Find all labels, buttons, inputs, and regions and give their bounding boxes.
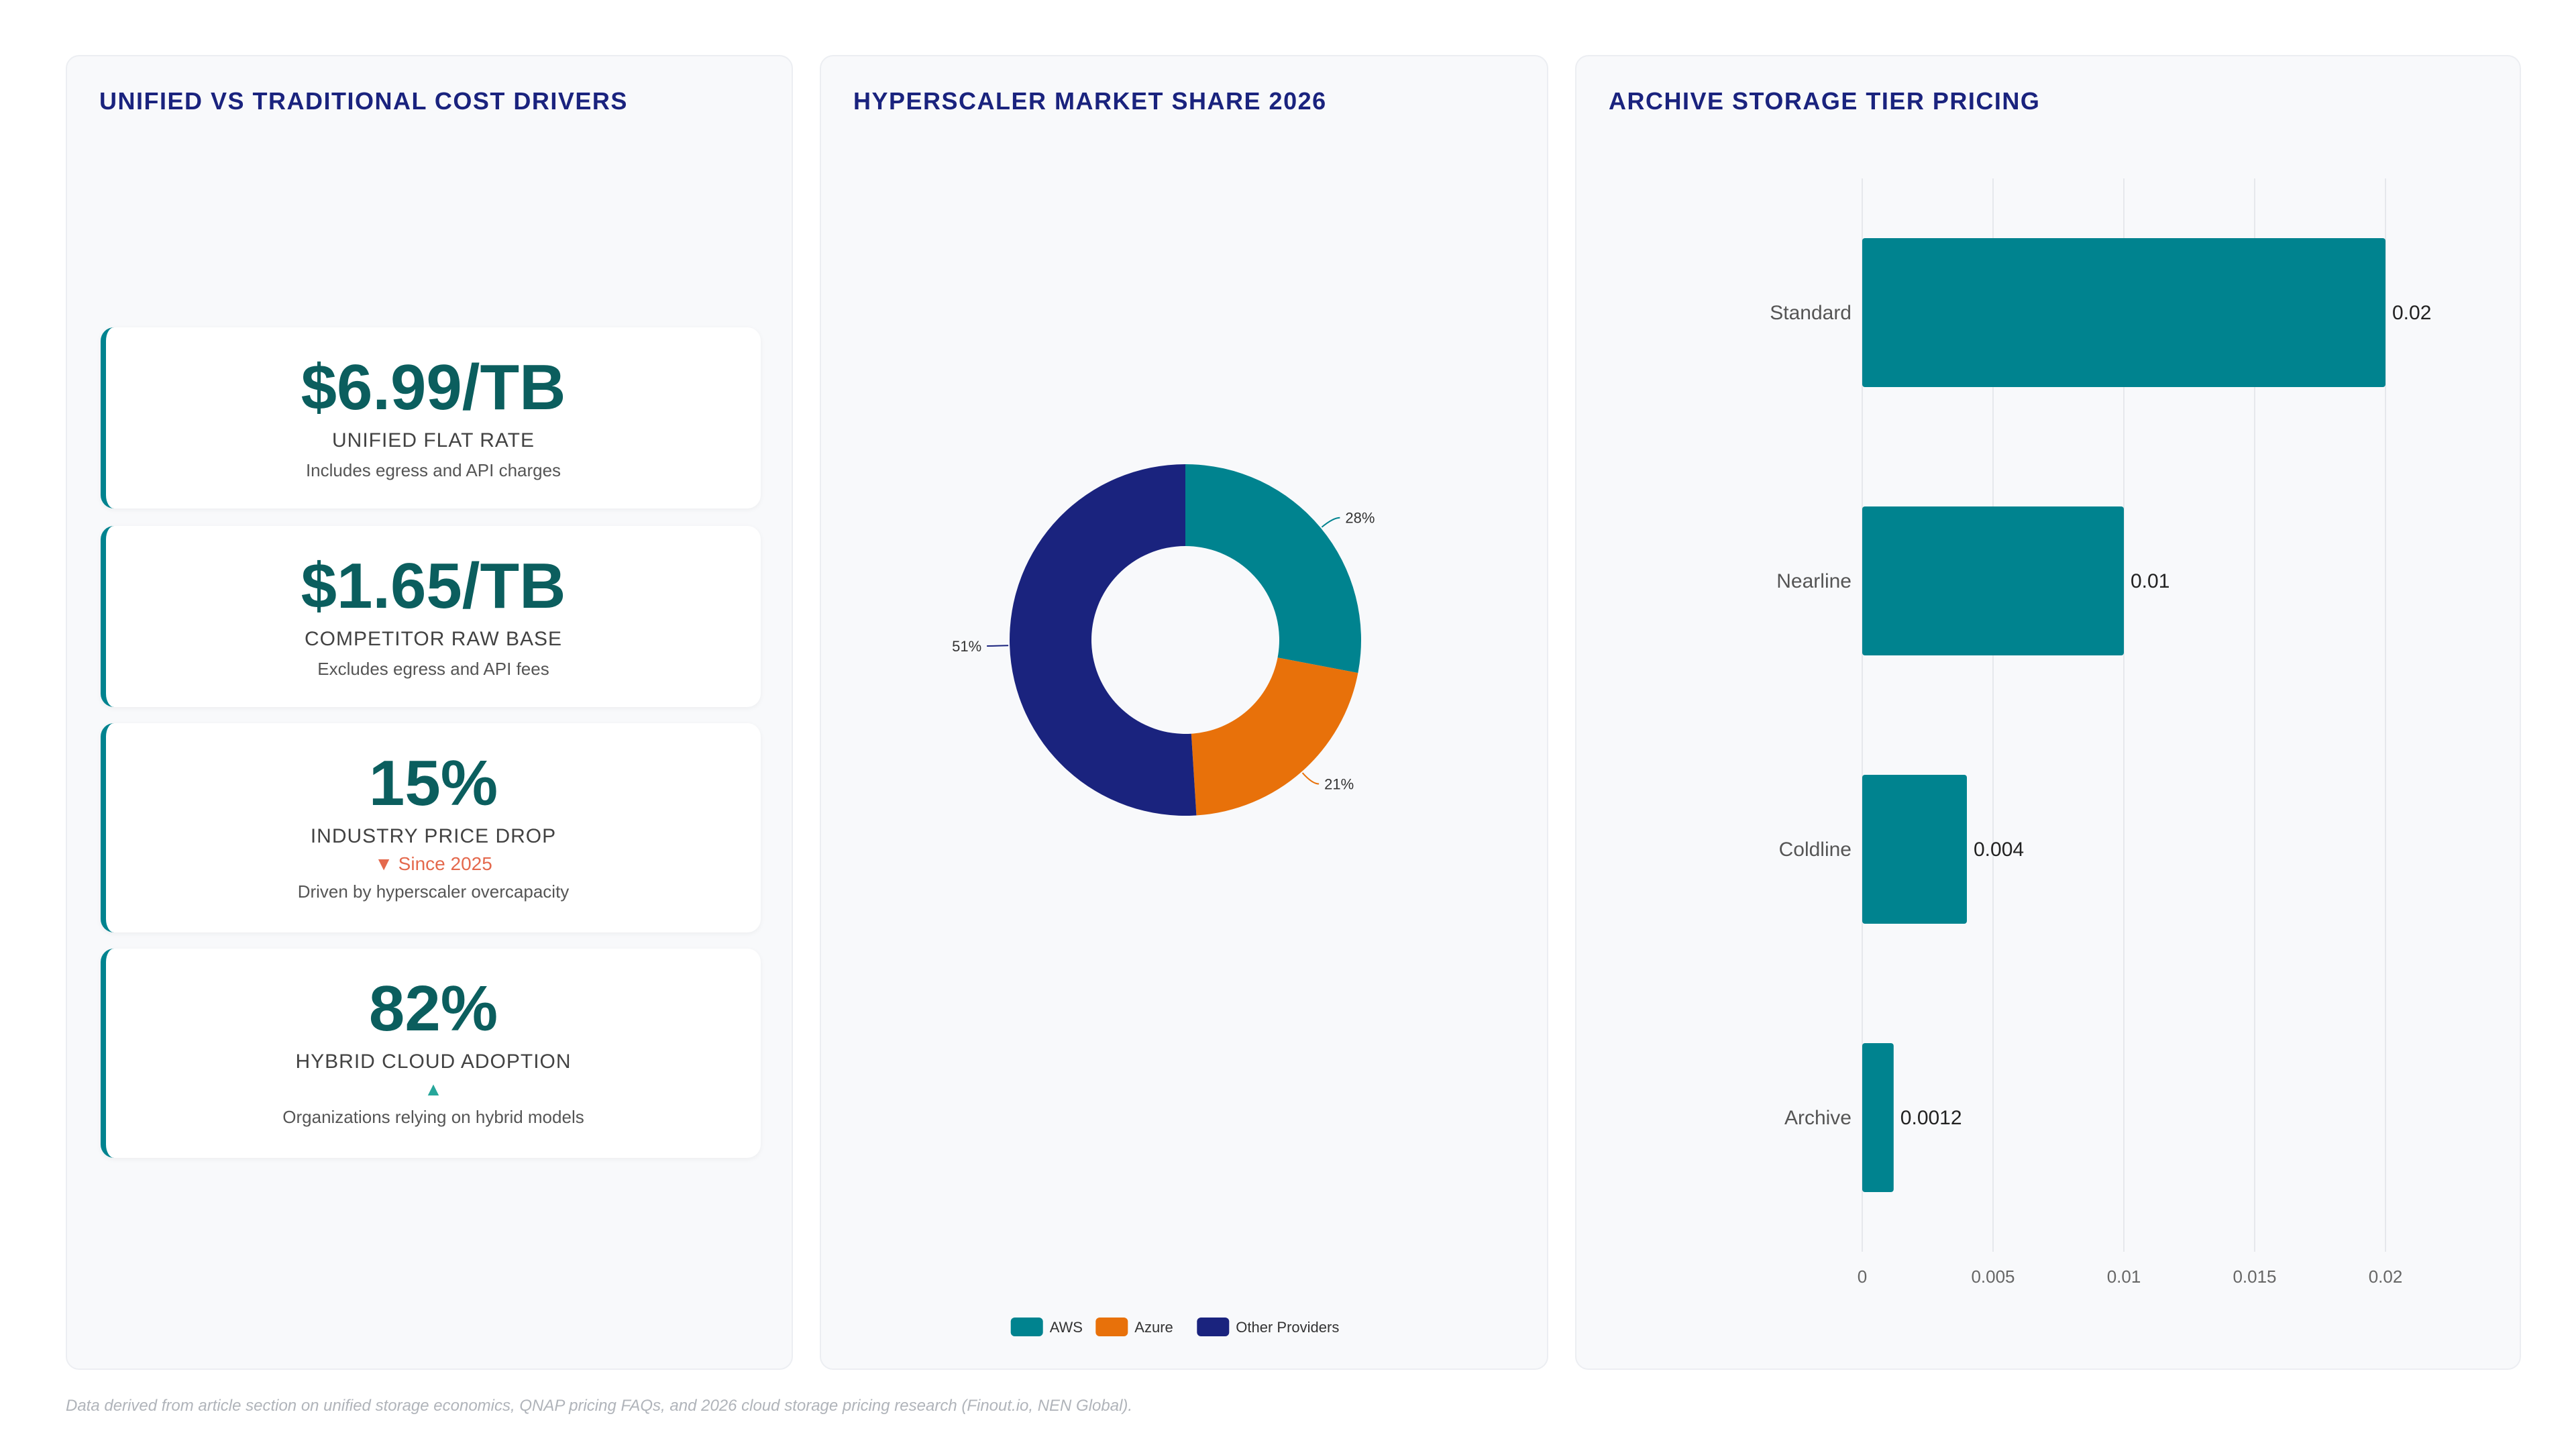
donut-leader-line: [1301, 772, 1320, 785]
trend-up-icon: ▲: [424, 1079, 443, 1099]
legend-label: Azure: [1134, 1319, 1173, 1336]
kpi-card-price-drop: 15% INDUSTRY PRICE DROP ▼ Since 2025 Dri…: [101, 723, 761, 932]
x-tick-label: 0.005: [1971, 1267, 2015, 1287]
kpi-description: Organizations relying on hybrid models: [282, 1107, 584, 1127]
donut-percent-label: 21%: [1324, 776, 1354, 793]
market-share-title: HYPERSCALER MARKET SHARE 2026: [853, 87, 1327, 115]
footer-source-note: Data derived from article section on uni…: [66, 1397, 1133, 1415]
kpi-card-competitor-base: $1.65/TB COMPETITOR RAW BASE Excludes eg…: [101, 526, 761, 707]
bar-value-label: 0.01: [2131, 570, 2169, 592]
kpi-label: HYBRID CLOUD ADOPTION: [295, 1051, 572, 1073]
kpi-label: UNIFIED FLAT RATE: [331, 429, 535, 451]
donut-slice-azure: [1191, 657, 1358, 816]
legend-label: Other Providers: [1236, 1319, 1339, 1336]
bar-value-label: 0.0012: [1900, 1107, 1962, 1129]
bar-value-label: 0.004: [1974, 839, 2024, 861]
bar-chart: 0 0.005 0.01 0.015 0.02 Standard 0.02 Nearline 0…: [1770, 178, 2431, 1287]
market-share-panel: HYPERSCALER MARKET SHARE 2026 28% 21% 51% …: [820, 55, 1548, 1370]
donut-slice-other-providers: [1009, 464, 1197, 816]
tier-pricing-panel: ARCHIVE STORAGE TIER PRICING 0 0.005 0.01 0…: [1575, 55, 2521, 1370]
kpi-value: 15%: [368, 747, 498, 819]
category-label: Archive: [1784, 1107, 1851, 1129]
donut-percent-label: 51%: [952, 638, 981, 655]
donut-percent-label: 28%: [1345, 510, 1375, 527]
kpi-description: Includes egress and API charges: [305, 460, 561, 480]
x-tick-label: 0: [1858, 1267, 1867, 1287]
category-label: Nearline: [1776, 570, 1851, 592]
legend-swatch-azure: [1095, 1318, 1128, 1336]
bar-coldline: [1862, 775, 1967, 924]
category-label: Coldline: [1779, 839, 1851, 861]
x-tick-label: 0.015: [2233, 1267, 2276, 1287]
kpi-card-hybrid-adoption: 82% HYBRID CLOUD ADOPTION ▲ Organization…: [101, 949, 761, 1158]
kpi-description: Excludes egress and API fees: [317, 659, 549, 679]
kpi-label: COMPETITOR RAW BASE: [304, 628, 563, 650]
trend-down-indicator: ▼ Since 2025: [374, 853, 492, 874]
kpi-panel-title: UNIFIED VS TRADITIONAL COST DRIVERS: [99, 87, 628, 115]
kpi-value: 82%: [368, 973, 498, 1044]
donut-slice-aws: [1185, 464, 1361, 674]
bar-nearline: [1862, 506, 2124, 655]
donut-leader-line: [1321, 517, 1340, 528]
legend-label: AWS: [1050, 1319, 1083, 1336]
bar-archive: [1862, 1043, 1894, 1192]
kpi-label: INDUSTRY PRICE DROP: [310, 825, 557, 847]
kpi-card-unified-rate: $6.99/TB UNIFIED FLAT RATE Includes egre…: [101, 327, 761, 508]
kpi-value: $1.65/TB: [301, 550, 566, 622]
tier-pricing-title: ARCHIVE STORAGE TIER PRICING: [1609, 87, 2041, 115]
legend-swatch-aws: [1010, 1318, 1043, 1336]
donut-chart: 28% 21% 51% AWS Azure Other Providers: [952, 464, 1375, 1336]
kpi-description: Driven by hyperscaler overcapacity: [297, 881, 570, 902]
bar-value-label: 0.02: [2392, 302, 2431, 324]
x-tick-label: 0.01: [2107, 1267, 2141, 1287]
bar-standard: [1862, 238, 2385, 387]
kpi-panel: UNIFIED VS TRADITIONAL COST DRIVERS $6.9…: [66, 55, 793, 1370]
legend-swatch-other-providers: [1197, 1318, 1230, 1336]
donut-leader-line: [987, 645, 1009, 647]
kpi-value: $6.99/TB: [301, 352, 566, 423]
x-tick-label: 0.02: [2369, 1267, 2403, 1287]
category-label: Standard: [1770, 302, 1851, 324]
